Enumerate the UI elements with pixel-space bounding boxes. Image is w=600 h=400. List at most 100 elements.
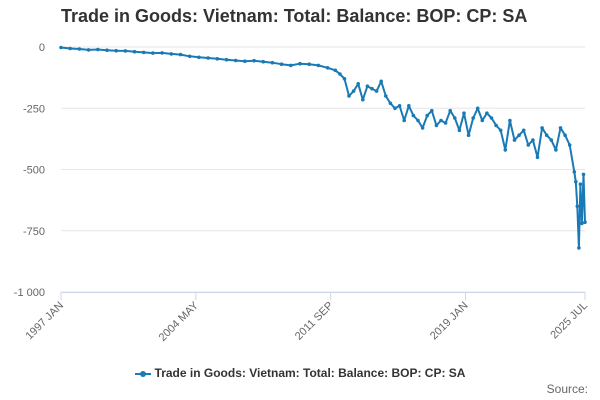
data-point[interactable] bbox=[475, 106, 480, 111]
data-point[interactable] bbox=[512, 138, 517, 142]
data-point[interactable] bbox=[307, 62, 312, 66]
data-point[interactable] bbox=[439, 118, 443, 123]
data-point[interactable] bbox=[434, 123, 439, 128]
series-line[interactable] bbox=[60, 46, 586, 249]
data-point[interactable] bbox=[224, 57, 229, 62]
data-point[interactable] bbox=[544, 133, 549, 137]
data-point[interactable] bbox=[549, 138, 554, 142]
data-point[interactable] bbox=[114, 48, 118, 53]
x-tick-label: 2011 SEP bbox=[293, 300, 336, 343]
data-point[interactable] bbox=[448, 108, 453, 113]
data-point[interactable] bbox=[517, 133, 521, 137]
data-point[interactable] bbox=[508, 118, 512, 123]
data-point[interactable] bbox=[489, 116, 494, 120]
data-point[interactable] bbox=[215, 57, 220, 61]
data-point[interactable] bbox=[388, 101, 393, 106]
data-point[interactable] bbox=[169, 52, 174, 56]
data-point[interactable] bbox=[443, 121, 448, 125]
data-point[interactable] bbox=[160, 51, 164, 55]
data-point[interactable] bbox=[466, 133, 471, 137]
data-point[interactable] bbox=[411, 113, 416, 118]
data-point[interactable] bbox=[540, 126, 544, 130]
data-point[interactable] bbox=[393, 106, 397, 111]
source-label: Source: bbox=[546, 382, 588, 396]
data-point[interactable] bbox=[425, 113, 430, 118]
legend[interactable]: Trade in Goods: Vietnam: Total: Balance:… bbox=[0, 366, 600, 380]
data-point[interactable] bbox=[59, 45, 63, 50]
data-point[interactable] bbox=[494, 123, 498, 128]
data-point[interactable] bbox=[178, 52, 183, 57]
data-point[interactable] bbox=[563, 133, 567, 137]
data-point[interactable] bbox=[123, 49, 128, 53]
x-tick-label: 1997 JAN bbox=[23, 300, 66, 343]
data-point[interactable] bbox=[243, 59, 247, 63]
data-point[interactable] bbox=[407, 104, 411, 108]
data-point[interactable] bbox=[480, 118, 485, 123]
data-point[interactable] bbox=[379, 79, 384, 84]
data-point[interactable] bbox=[402, 118, 407, 123]
data-point[interactable] bbox=[457, 128, 462, 133]
data-point[interactable] bbox=[151, 51, 155, 55]
data-point[interactable] bbox=[471, 116, 476, 120]
data-point[interactable] bbox=[86, 48, 91, 52]
data-point[interactable] bbox=[356, 82, 361, 86]
data-point[interactable] bbox=[370, 86, 374, 91]
data-point[interactable] bbox=[575, 204, 580, 209]
data-point[interactable] bbox=[298, 61, 302, 66]
data-point[interactable] bbox=[261, 59, 266, 64]
data-point[interactable] bbox=[132, 49, 137, 54]
data-point[interactable] bbox=[462, 111, 466, 115]
data-point[interactable] bbox=[572, 170, 577, 174]
data-point[interactable] bbox=[526, 143, 531, 147]
data-point[interactable] bbox=[577, 246, 581, 250]
data-point[interactable] bbox=[416, 118, 420, 123]
data-point[interactable] bbox=[96, 47, 100, 52]
data-point[interactable] bbox=[270, 60, 275, 65]
data-point[interactable] bbox=[361, 97, 365, 102]
chart-title: Trade in Goods: Vietnam: Total: Balance:… bbox=[61, 6, 528, 26]
data-point[interactable] bbox=[578, 182, 583, 186]
data-point[interactable] bbox=[535, 155, 540, 160]
data-point[interactable] bbox=[325, 66, 330, 70]
data-point[interactable] bbox=[574, 180, 578, 184]
legend-marker-icon bbox=[134, 368, 151, 380]
data-point[interactable] bbox=[485, 111, 489, 115]
data-point[interactable] bbox=[279, 62, 284, 66]
data-point[interactable] bbox=[338, 72, 342, 76]
data-point[interactable] bbox=[316, 63, 321, 68]
data-point[interactable] bbox=[580, 221, 584, 226]
data-point[interactable] bbox=[384, 94, 388, 98]
x-tick-label: 2004 MAY bbox=[157, 299, 202, 344]
data-point[interactable] bbox=[206, 56, 210, 60]
data-point[interactable] bbox=[289, 63, 293, 68]
data-point[interactable] bbox=[68, 46, 72, 51]
data-point[interactable] bbox=[77, 47, 82, 51]
data-point[interactable] bbox=[420, 126, 425, 130]
data-point[interactable] bbox=[187, 54, 192, 59]
data-point[interactable] bbox=[531, 138, 535, 142]
data-point[interactable] bbox=[554, 148, 558, 152]
x-tick-label: 2025 JUL bbox=[548, 300, 590, 342]
data-point[interactable] bbox=[521, 128, 526, 133]
data-point[interactable] bbox=[342, 77, 347, 81]
data-point[interactable] bbox=[141, 50, 146, 55]
data-point[interactable] bbox=[503, 148, 508, 152]
data-point[interactable] bbox=[498, 128, 503, 133]
data-point[interactable] bbox=[197, 55, 201, 60]
data-point[interactable] bbox=[351, 89, 356, 93]
data-point[interactable] bbox=[233, 58, 238, 63]
data-point[interactable] bbox=[583, 220, 587, 224]
data-point[interactable] bbox=[581, 172, 586, 177]
data-point[interactable] bbox=[397, 104, 402, 108]
data-point[interactable] bbox=[347, 94, 351, 98]
x-tick-label: 2019 JAN bbox=[428, 300, 471, 343]
data-point[interactable] bbox=[374, 89, 379, 93]
data-point[interactable] bbox=[252, 58, 256, 63]
data-point[interactable] bbox=[105, 48, 109, 52]
data-point[interactable] bbox=[365, 84, 370, 88]
data-point[interactable] bbox=[453, 116, 457, 120]
data-point[interactable] bbox=[430, 108, 434, 113]
data-point[interactable] bbox=[333, 68, 338, 73]
data-point[interactable] bbox=[567, 143, 572, 147]
data-point[interactable] bbox=[558, 126, 563, 130]
